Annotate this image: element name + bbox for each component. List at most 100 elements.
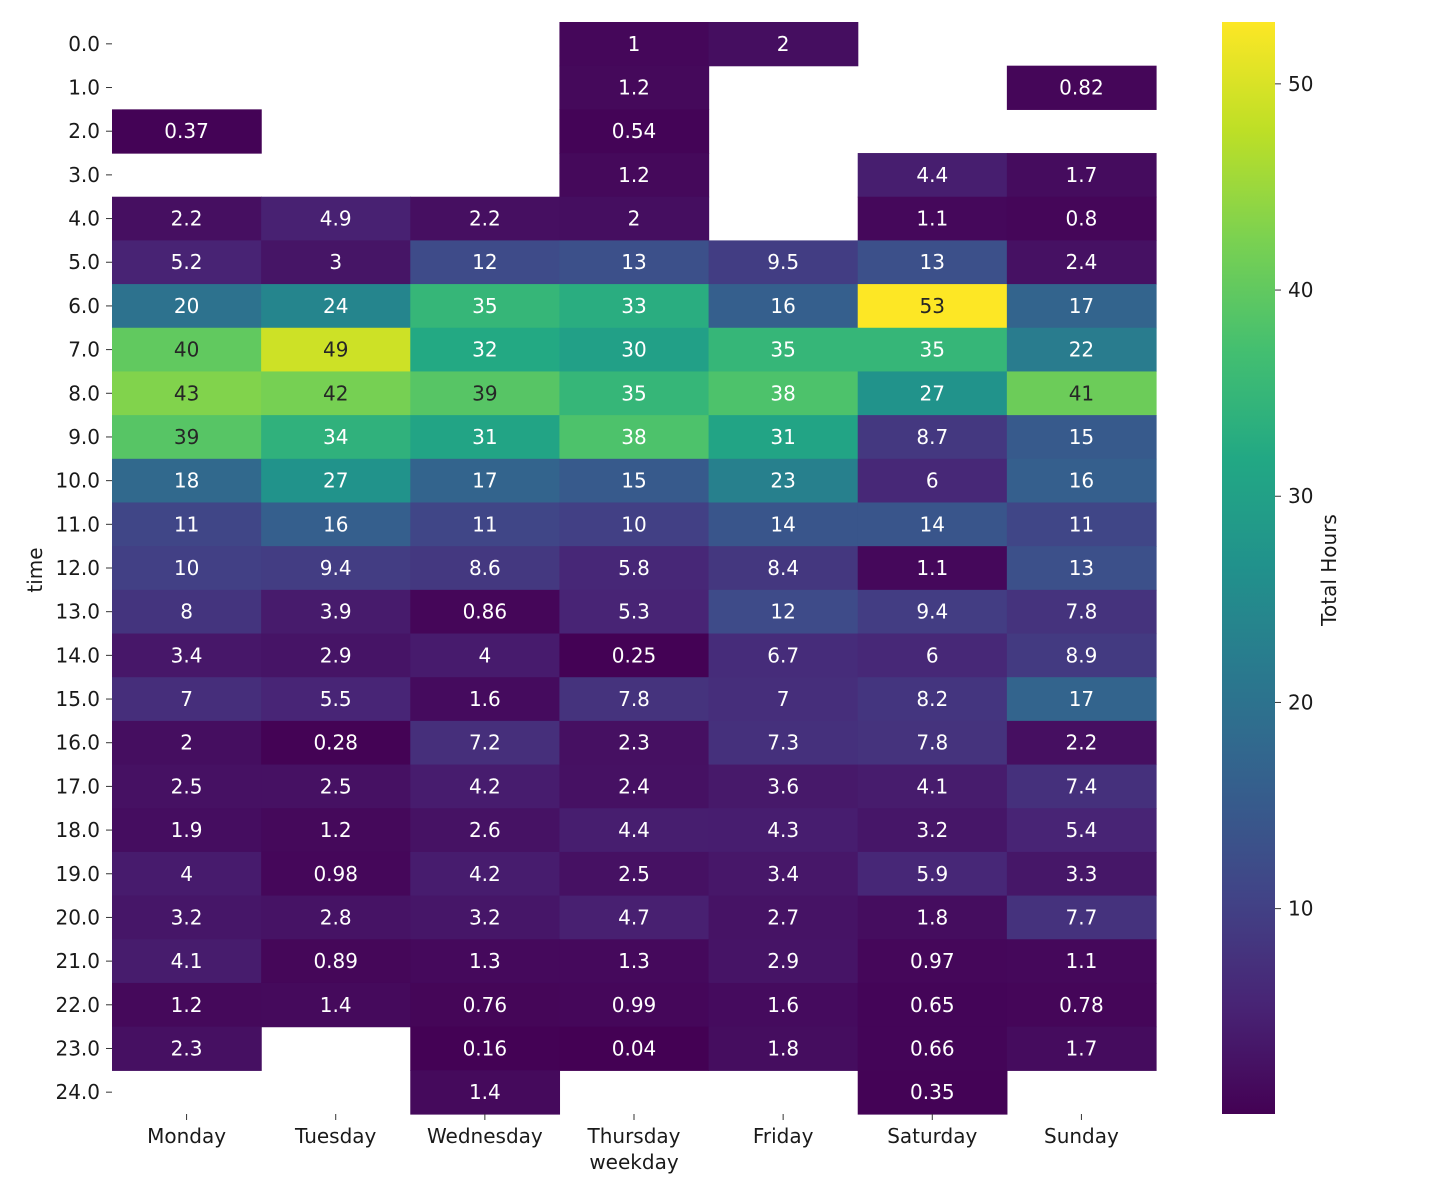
cell-annotation: 4.9 bbox=[320, 207, 352, 231]
heatmap-cell bbox=[112, 502, 262, 547]
heatmap-cell bbox=[261, 720, 411, 766]
cell-annotation: 5.5 bbox=[320, 687, 352, 711]
heatmap-cell bbox=[410, 589, 561, 635]
y-tick-label: 14.0 bbox=[55, 643, 100, 667]
cell-annotation: 1.9 bbox=[171, 818, 203, 842]
heatmap-cell bbox=[559, 720, 710, 766]
y-tick-label: 3.0 bbox=[68, 163, 100, 187]
heatmap-cell bbox=[410, 1026, 561, 1071]
heatmap-cell bbox=[559, 808, 710, 853]
heatmap-cell bbox=[559, 982, 710, 1028]
cell-annotation: 3.2 bbox=[171, 905, 203, 929]
cell-annotation: 5.4 bbox=[1066, 818, 1098, 842]
cell-annotation: 2.2 bbox=[1066, 731, 1098, 755]
heatmap-cell bbox=[410, 633, 561, 678]
heatmap-cell bbox=[559, 502, 710, 547]
heatmap-cell bbox=[410, 196, 561, 241]
heatmap-cell bbox=[559, 546, 710, 591]
heatmap-cell bbox=[857, 677, 1008, 722]
cell-annotation: 42 bbox=[323, 381, 348, 405]
cell-annotation: 15 bbox=[1069, 425, 1094, 449]
heatmap-cell bbox=[112, 764, 262, 809]
cell-annotation: 15 bbox=[621, 469, 646, 493]
cell-annotation: 1.3 bbox=[469, 949, 501, 973]
cell-annotation: 1.2 bbox=[618, 76, 650, 100]
colorbar-tick-label: 30 bbox=[1288, 484, 1313, 508]
heatmap-cell bbox=[559, 109, 710, 154]
heatmap-cell bbox=[708, 982, 859, 1028]
x-tick-label: Wednesday bbox=[427, 1124, 543, 1148]
cell-annotation: 2 bbox=[777, 32, 790, 56]
cell-annotation: 1.2 bbox=[320, 818, 352, 842]
heatmap-cell bbox=[708, 764, 859, 809]
cell-annotation: 8.9 bbox=[1066, 643, 1098, 667]
cell-annotation: 0.04 bbox=[612, 1036, 657, 1060]
y-tick-label: 6.0 bbox=[68, 294, 100, 318]
heatmap-cell bbox=[559, 65, 710, 110]
cell-annotation: 39 bbox=[472, 381, 497, 405]
cell-annotation: 53 bbox=[920, 294, 945, 318]
heatmap-cell bbox=[708, 939, 859, 984]
cell-annotation: 0.28 bbox=[313, 731, 358, 755]
heatmap-cell bbox=[559, 895, 710, 940]
cell-annotation: 0.37 bbox=[164, 119, 209, 143]
heatmap-cell bbox=[410, 720, 561, 766]
cell-annotation: 2.8 bbox=[320, 905, 352, 929]
heatmap-cell bbox=[112, 720, 262, 766]
cell-annotation: 4 bbox=[478, 643, 491, 667]
heatmap-cell bbox=[559, 240, 710, 285]
heatmap-cell bbox=[1006, 153, 1157, 198]
cell-annotation: 33 bbox=[621, 294, 646, 318]
y-tick-label: 11.0 bbox=[55, 512, 100, 536]
cell-annotation: 7.8 bbox=[618, 687, 650, 711]
heatmap-cell bbox=[857, 982, 1008, 1028]
cell-annotation: 17 bbox=[1069, 294, 1094, 318]
y-tick-label: 20.0 bbox=[55, 905, 100, 929]
cell-annotation: 2 bbox=[628, 207, 641, 231]
cell-annotation: 5.8 bbox=[618, 556, 650, 580]
heatmap-cell bbox=[261, 895, 411, 940]
heatmap-cell bbox=[857, 415, 1008, 460]
heatmap-cell bbox=[857, 153, 1008, 198]
cell-annotation: 22 bbox=[1069, 338, 1094, 362]
cell-annotation: 1.2 bbox=[171, 993, 203, 1017]
y-tick-label: 12.0 bbox=[55, 556, 100, 580]
cell-annotation: 35 bbox=[920, 338, 945, 362]
colorbar-ticks: 10 20 30 40 50 bbox=[1275, 72, 1313, 921]
heatmap-cell bbox=[708, 851, 859, 897]
heatmap-cell bbox=[410, 240, 561, 285]
heatmap-cell bbox=[857, 808, 1008, 853]
heatmap-cell bbox=[1006, 633, 1157, 678]
y-tick-label: 5.0 bbox=[68, 250, 100, 274]
cell-annotation: 39 bbox=[174, 425, 199, 449]
colorbar bbox=[1222, 22, 1275, 1114]
heatmap-cell bbox=[261, 982, 411, 1028]
heatmap-cell bbox=[1006, 196, 1157, 241]
cell-annotation: 2.4 bbox=[618, 774, 650, 798]
heatmap-cell bbox=[857, 895, 1008, 940]
heatmap-cell bbox=[410, 808, 561, 853]
heatmap-cell bbox=[559, 1026, 710, 1071]
cell-annotation: 9.4 bbox=[916, 600, 948, 624]
cell-annotation: 16 bbox=[770, 294, 795, 318]
cell-annotation: 11 bbox=[1069, 512, 1094, 536]
heatmap-cell bbox=[112, 808, 262, 853]
heatmap-cell bbox=[1006, 851, 1157, 897]
x-tick-label: Saturday bbox=[887, 1124, 977, 1148]
heatmap-cell bbox=[261, 939, 411, 984]
cell-annotation: 14 bbox=[920, 512, 945, 536]
heatmap-cell bbox=[708, 240, 859, 285]
cell-annotation: 49 bbox=[323, 338, 348, 362]
cell-annotation: 2.3 bbox=[171, 1036, 203, 1060]
heatmap-cell bbox=[857, 502, 1008, 547]
cell-annotation: 6.7 bbox=[767, 643, 799, 667]
heatmap-cell bbox=[261, 458, 411, 504]
cell-annotation: 3 bbox=[329, 250, 342, 274]
heatmap-cell bbox=[1006, 240, 1157, 285]
cell-annotation: 3.4 bbox=[171, 643, 203, 667]
cell-annotation: 30 bbox=[621, 338, 646, 362]
heatmap-cell bbox=[1006, 895, 1157, 940]
cell-annotation: 0.54 bbox=[612, 119, 657, 143]
cell-annotation: 4.2 bbox=[469, 774, 501, 798]
